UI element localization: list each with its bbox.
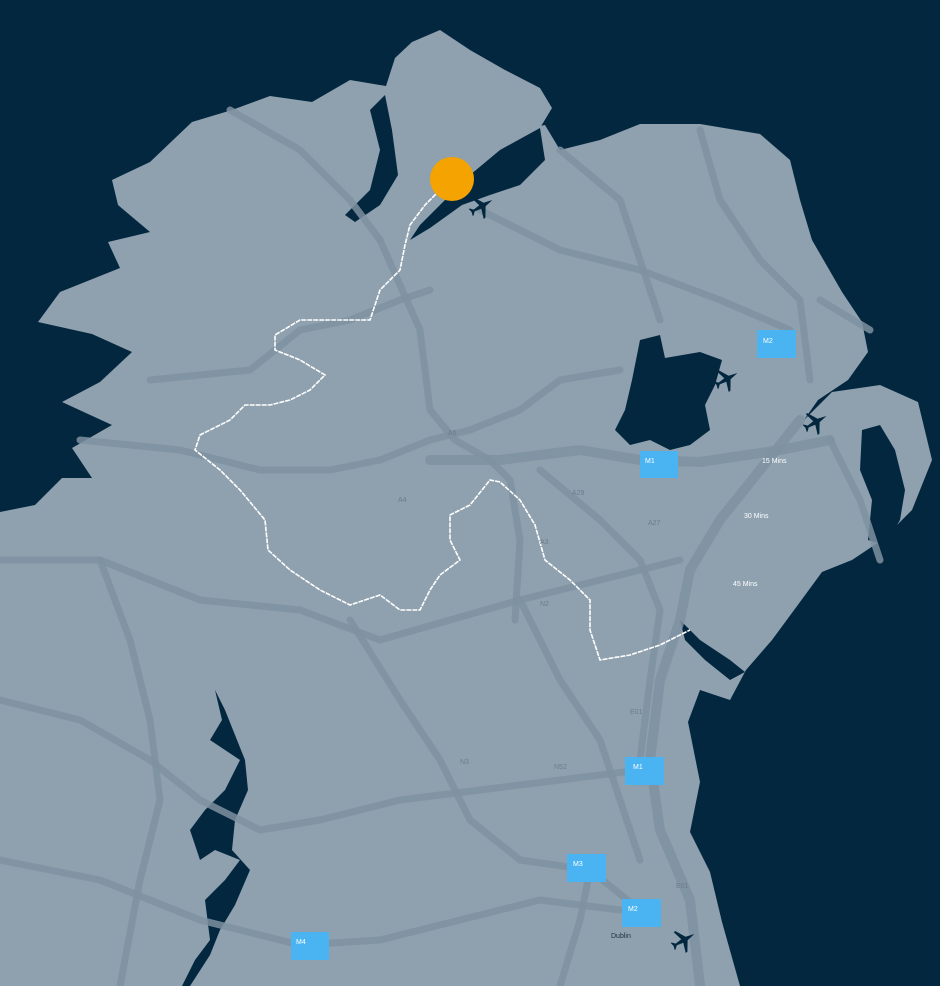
badge-label: M1 <box>645 458 655 465</box>
motorway-badge-m1[interactable]: M1 <box>625 757 664 785</box>
badge-label: M2 <box>628 906 638 913</box>
badge-label: M4 <box>296 939 306 946</box>
drive-time-label: 30 Mins <box>744 513 769 520</box>
motorway-badge-m2[interactable]: M2 <box>757 330 796 358</box>
road-label-n3: N3 <box>460 759 469 766</box>
badge-label: M1 <box>633 764 643 771</box>
road-label-a4: A4 <box>398 497 407 504</box>
drive-time-label: 15 Mins <box>762 458 787 465</box>
road-label-a3: A3 <box>540 539 549 546</box>
carlingford-lough <box>680 620 745 680</box>
motorway-badge-m2[interactable]: M2 <box>622 899 661 927</box>
motorway-badge-m4[interactable]: M4 <box>291 932 329 960</box>
road-label-a5: A5 <box>448 430 457 437</box>
road-label-n2: N2 <box>540 601 549 608</box>
lough-swilly <box>345 95 398 222</box>
motorway-badge-m1[interactable]: M1 <box>640 451 678 478</box>
road-label-a27: A27 <box>648 520 661 527</box>
city-label-dublin: Dublin <box>611 933 631 940</box>
border-line <box>194 189 691 661</box>
location-marker[interactable] <box>430 157 474 201</box>
strangford-lough <box>860 425 905 545</box>
road-label-n52: N52 <box>554 764 567 771</box>
lough-ree <box>182 690 250 986</box>
motorway-badge-m3[interactable]: M3 <box>567 854 606 882</box>
road-network <box>0 106 884 986</box>
drive-time-label: 45 Mins <box>733 581 758 588</box>
badge-label: M2 <box>763 338 773 345</box>
road-label-e01: E01 <box>630 709 643 716</box>
road-label-a29: A29 <box>572 490 585 497</box>
badge-label: M3 <box>573 861 583 868</box>
road-label-e01: E01 <box>676 883 689 890</box>
lough-foyle <box>410 128 545 240</box>
lough-neagh <box>615 335 722 450</box>
